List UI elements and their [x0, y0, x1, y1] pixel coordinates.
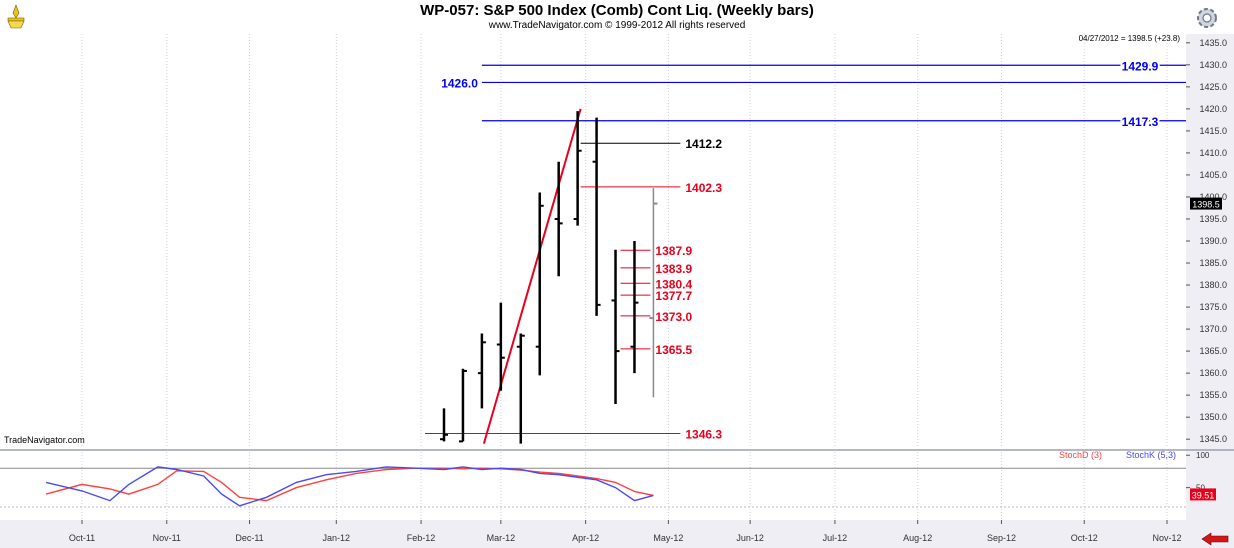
- stoch-tick-label: 100: [1196, 451, 1210, 460]
- date-tick-label: Oct-12: [1071, 533, 1098, 543]
- price-tick-label: 1390.0: [1199, 236, 1227, 246]
- gear-icon[interactable]: [1194, 5, 1220, 31]
- price-tick-label: 1420.0: [1199, 104, 1227, 114]
- stoch-value-label: 39.51: [1192, 490, 1215, 500]
- level-label: 1380.4: [655, 277, 692, 291]
- level-label: 1346.3: [685, 427, 722, 441]
- price-tick-label: 1370.0: [1199, 324, 1227, 334]
- ohlc-bar: [458, 368, 467, 443]
- level-label: 1429.9: [1122, 59, 1159, 73]
- ohlc-bar: [496, 302, 505, 391]
- price-tick-label: 1410.0: [1199, 148, 1227, 158]
- price-tick-label: 1400.0: [1199, 192, 1227, 202]
- stoch-legend-d: StochD (3): [1059, 450, 1102, 460]
- current-price-label: 1398.5: [1192, 200, 1220, 210]
- stochastic-panel: [0, 452, 1186, 520]
- stoch-value-tag: [1190, 488, 1216, 501]
- ohlc-bar: [611, 249, 620, 404]
- level-label: 1417.3: [1122, 115, 1159, 129]
- ohlc-bar: [573, 111, 582, 226]
- price-tick-label: 1345.0: [1199, 434, 1227, 444]
- level-label: 1402.3: [685, 181, 722, 195]
- level-label: 1387.9: [655, 244, 692, 258]
- level-label: 1412.2: [685, 137, 722, 151]
- price-tick-label: 1360.0: [1199, 368, 1227, 378]
- date-tick-label: Feb-12: [407, 533, 436, 543]
- scroll-left-arrow-icon[interactable]: [1200, 532, 1230, 546]
- date-tick-label: Jun-12: [736, 533, 764, 543]
- date-tick-label: Jan-12: [323, 533, 351, 543]
- price-tick-label: 1435.0: [1199, 38, 1227, 48]
- stoch-legend-k: StochK (5,3): [1126, 450, 1176, 460]
- price-tick-label: 1355.0: [1199, 390, 1227, 400]
- date-tick-label: Jul-12: [823, 533, 848, 543]
- ohlc-bar: [477, 333, 486, 409]
- price-tick-label: 1385.0: [1199, 258, 1227, 268]
- date-tick-label: Mar-12: [487, 533, 516, 543]
- date-tick-label: Aug-12: [903, 533, 932, 543]
- ohlc-bar: [592, 117, 601, 316]
- copyright-line: www.TradeNavigator.com © 1999-2012 All r…: [488, 20, 746, 31]
- date-tick-label: Sep-12: [987, 533, 1016, 543]
- chart-header: WP-057: S&P 500 Index (Comb) Cont Liq. (…: [0, 0, 1234, 34]
- date-tick-label: Nov-12: [1152, 533, 1181, 543]
- main-plot-area: [0, 34, 1186, 448]
- price-tick-label: 1395.0: [1199, 214, 1227, 224]
- stoch-k-line: [45, 466, 654, 507]
- stoch-tick-label: 50: [1196, 484, 1205, 493]
- price-tick-label: 1380.0: [1199, 280, 1227, 290]
- date-tick-label: Dec-11: [235, 533, 263, 543]
- watermark-text: TradeNavigator.com: [4, 435, 85, 445]
- ohlc-bar: [649, 188, 658, 398]
- date-tick-label: Nov-11: [153, 533, 181, 543]
- date-axis-panel: [0, 520, 1234, 548]
- price-tick-label: 1425.0: [1199, 82, 1227, 92]
- stoch-d-line: [45, 467, 654, 502]
- price-readout: 04/27/2012 = 1398.5 (+23.8): [1079, 34, 1181, 43]
- price-axis-panel: [1186, 34, 1234, 520]
- price-tick-label: 1430.0: [1199, 60, 1227, 70]
- date-tick-label: Apr-12: [572, 533, 599, 543]
- level-label: 1426.0: [441, 76, 478, 90]
- ohlc-bar: [535, 192, 544, 376]
- chart-title: WP-057: S&P 500 Index (Comb) Cont Liq. (…: [420, 2, 814, 19]
- level-label: 1383.9: [655, 262, 692, 276]
- price-tick-label: 1350.0: [1199, 412, 1227, 422]
- date-tick-label: May-12: [653, 533, 683, 543]
- level-label: 1377.7: [655, 289, 692, 303]
- level-label: 1365.5: [655, 343, 692, 357]
- date-tick-label: Oct-11: [69, 533, 95, 543]
- ohlc-bar: [516, 333, 525, 444]
- ohlc-bar: [439, 408, 448, 442]
- current-price-tag: [1190, 197, 1222, 210]
- price-tick-label: 1405.0: [1199, 170, 1227, 180]
- ohlc-bar: [554, 161, 563, 277]
- price-tick-label: 1375.0: [1199, 302, 1227, 312]
- trade-navigator-logo-icon: [7, 4, 25, 29]
- level-label: 1373.0: [655, 310, 692, 324]
- price-tick-label: 1415.0: [1199, 126, 1227, 136]
- price-tick-label: 1365.0: [1199, 346, 1227, 356]
- ohlc-bar: [630, 241, 639, 374]
